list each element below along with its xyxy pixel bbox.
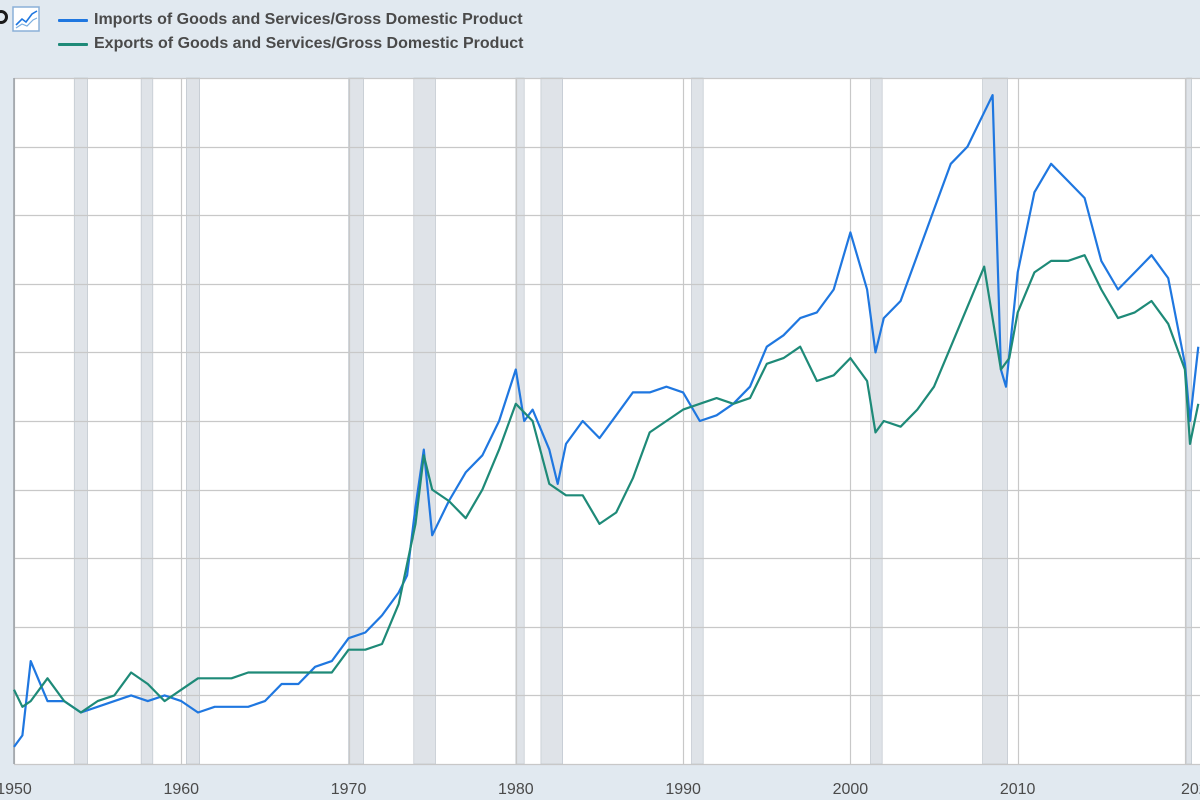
series-lines (13, 94, 1200, 748)
series-line-imports (13, 94, 1200, 748)
line-chart-icon[interactable] (12, 6, 40, 32)
fred-logo-icon[interactable] (0, 10, 8, 24)
x-tick-label: 1950 (0, 781, 32, 798)
x-tick-label: 1990 (665, 781, 701, 798)
x-tick-label: 2010 (1000, 781, 1036, 798)
grid-lines (13, 77, 1200, 766)
x-tick-label: 202 (1181, 781, 1200, 798)
legend-item-exports[interactable]: Exports of Goods and Services/Gross Dome… (58, 33, 523, 55)
legend: Imports of Goods and Services/Gross Dome… (0, 0, 1200, 72)
legend-label-imports: Imports of Goods and Services/Gross Dome… (94, 11, 523, 28)
x-tick-label: 1980 (498, 781, 534, 798)
line-chart: 1950 1960 1970 1980 1990 2000 2010 202 (0, 77, 1200, 798)
legend-label-exports: Exports of Goods and Services/Gross Dome… (94, 35, 524, 52)
legend-swatch-exports (58, 42, 88, 46)
x-axis-ticks: 1950 1960 1970 1980 1990 2000 2010 202 (0, 781, 1200, 798)
legend-swatch-imports (58, 18, 88, 22)
series-line-exports (13, 254, 1200, 714)
x-tick-label: 1960 (163, 781, 199, 798)
legend-item-imports[interactable]: Imports of Goods and Services/Gross Dome… (58, 9, 523, 31)
x-tick-label: 2000 (833, 781, 869, 798)
x-tick-label: 1970 (331, 781, 367, 798)
